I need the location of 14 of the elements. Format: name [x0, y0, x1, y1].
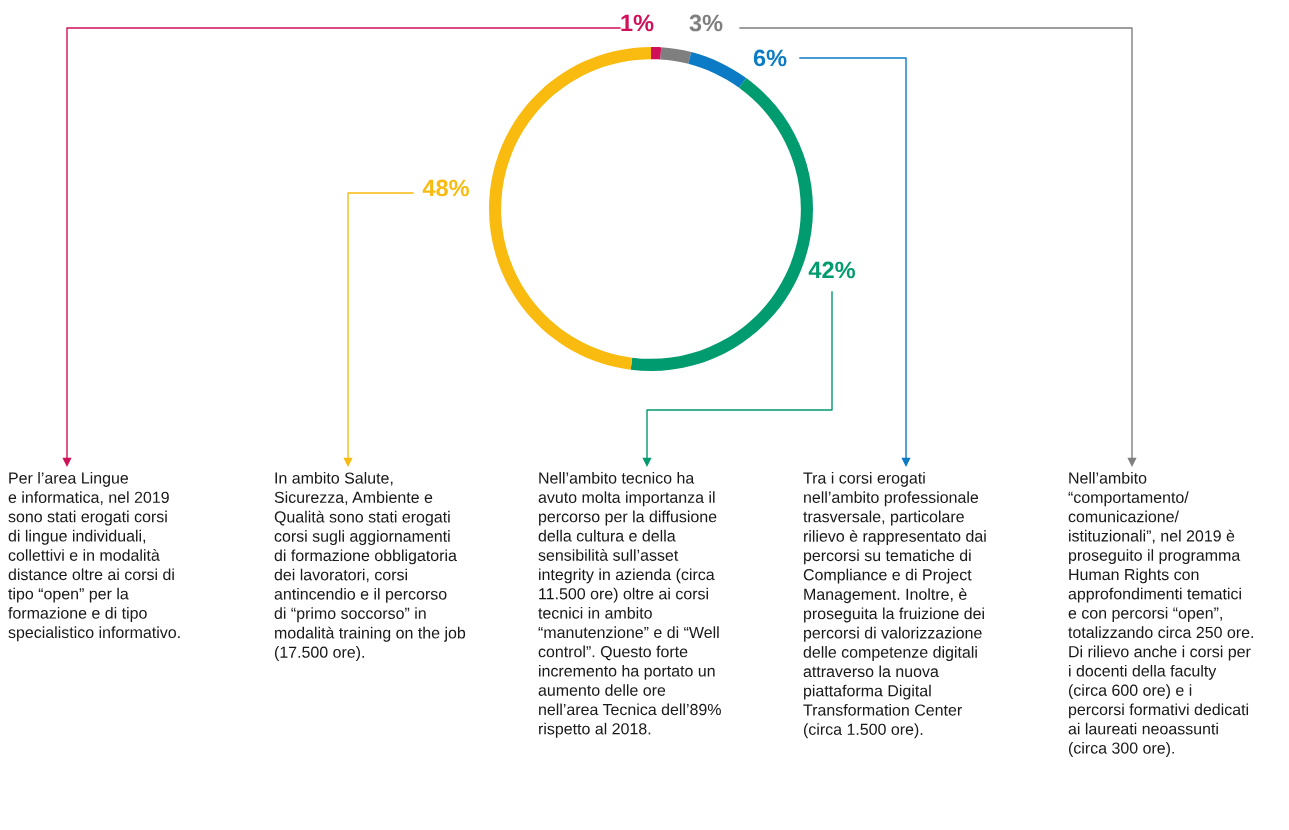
text: Tra i corsi erogati nell’ambito professionale trasversale, particolare rilievo è rappresentato dai percorsi su tematiche di Compliance e di Project Management. Inoltre, è proseguita la fruizione dei percorsi di valorizzazione delle competenze digitali attraverso la nuova piattaforma Digital Transformation Center (circa 1.500 ore). — [803, 472, 986, 739]
text: In ambito Salute, Sicurezza, Ambiente e Qualità sono stati erogati corsi sugli aggiornamenti di formazione obbligatoria dei lavoratori, corsi antincendio e il percorso di “primo soccorso” in modalità training on the job (17.500 ore). — [274, 472, 466, 661]
data-label: 1% — [621, 14, 654, 32]
text: Per l’area Lingue e informatica, nel 2019 sono stati erogati corsi di lingue individuali, collettivi e in modalità distance oltre ai corsi di tipo “open” per la formazione e di tipo specialistico informativo. — [8, 472, 180, 642]
data-label: 6% — [753, 49, 787, 67]
donut-slice — [660, 47, 692, 64]
data-label: 48% — [422, 179, 470, 197]
text: Nell’ambito “comportamento/ comunicazione/ istituzionali”, nel 2019 è proseguito il programma Human Rights con approfondimenti tematici e con percorsi “open”, totalizzando circa 250 ore. Di rilievo anche i corsi per i docenti della faculty (circa 600 ore) e i percorsi formativi dedicati ai laureati neoassunti (circa 300 ore). — [1068, 472, 1253, 757]
donut-slice — [651, 47, 662, 60]
donut-slice — [688, 52, 747, 88]
data-label: 42% — [808, 261, 856, 279]
text: Nell’ambito tecnico ha avuto molta importanza il percorso per la diffusione della cultura e della sensibilità sull’asset integrity in azienda (circa 11.500 ore) oltre ai corsi tecnici in ambito “manutenzione” e di “Well control”. Questo forte incremento ha portato un aumento delle ore nell’area Tecnica dell’89% rispetto al 2018. — [538, 472, 721, 738]
donut-slice — [489, 47, 651, 370]
data-label: 3% — [689, 14, 723, 32]
